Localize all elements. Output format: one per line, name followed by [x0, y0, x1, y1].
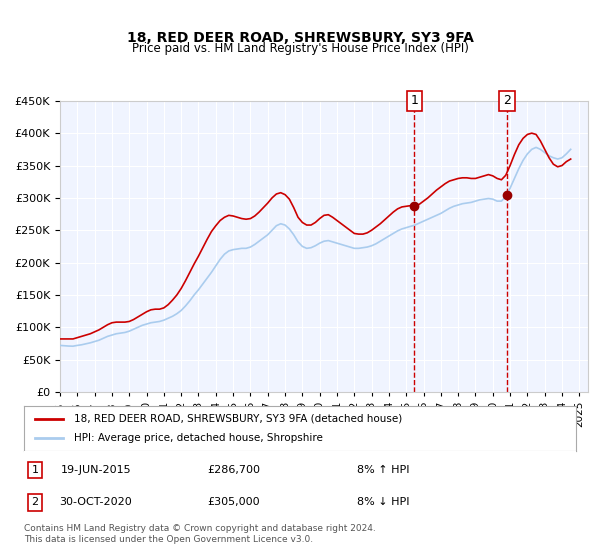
- Text: This data is licensed under the Open Government Licence v3.0.: This data is licensed under the Open Gov…: [24, 535, 313, 544]
- Text: £286,700: £286,700: [207, 465, 260, 475]
- Text: 2: 2: [503, 94, 511, 108]
- Text: Contains HM Land Registry data © Crown copyright and database right 2024.: Contains HM Land Registry data © Crown c…: [24, 524, 376, 533]
- Text: 30-OCT-2020: 30-OCT-2020: [59, 497, 132, 507]
- Text: 18, RED DEER ROAD, SHREWSBURY, SY3 9FA: 18, RED DEER ROAD, SHREWSBURY, SY3 9FA: [127, 31, 473, 45]
- Text: 18, RED DEER ROAD, SHREWSBURY, SY3 9FA (detached house): 18, RED DEER ROAD, SHREWSBURY, SY3 9FA (…: [74, 413, 402, 423]
- Text: 2: 2: [31, 497, 38, 507]
- Text: 1: 1: [410, 94, 418, 108]
- Text: HPI: Average price, detached house, Shropshire: HPI: Average price, detached house, Shro…: [74, 433, 323, 444]
- Text: 8% ↑ HPI: 8% ↑ HPI: [356, 465, 409, 475]
- Text: 19-JUN-2015: 19-JUN-2015: [61, 465, 131, 475]
- Text: £305,000: £305,000: [208, 497, 260, 507]
- Text: 8% ↓ HPI: 8% ↓ HPI: [356, 497, 409, 507]
- Text: Price paid vs. HM Land Registry's House Price Index (HPI): Price paid vs. HM Land Registry's House …: [131, 42, 469, 55]
- Text: 1: 1: [32, 465, 38, 475]
